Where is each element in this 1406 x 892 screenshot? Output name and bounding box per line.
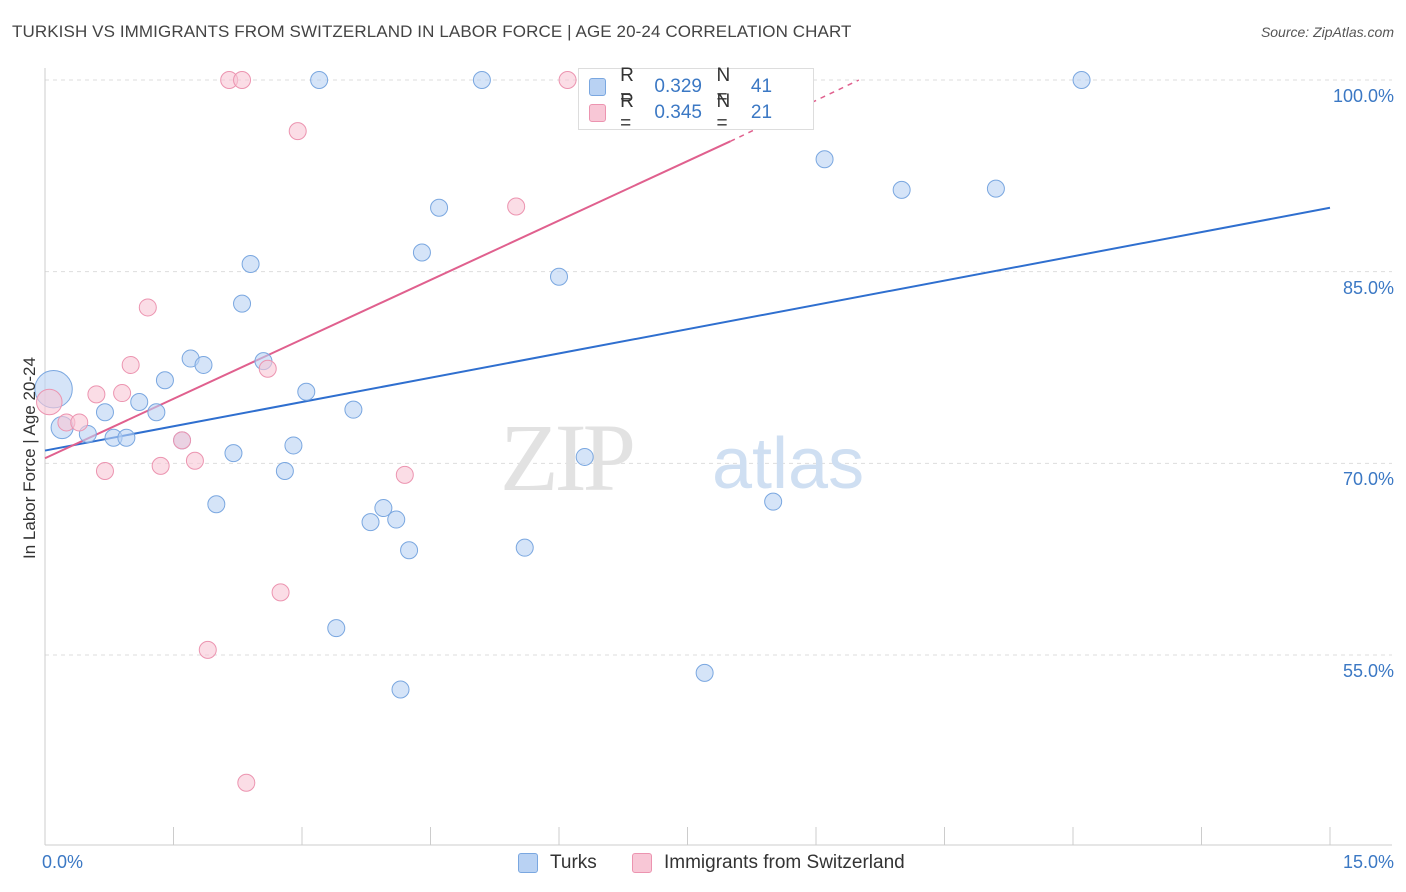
swiss-point (237, 773, 256, 792)
swiss-point (233, 71, 252, 89)
n-label: N = (716, 65, 731, 108)
legend-row-turks: R = 0.329 N = 41 (589, 65, 813, 108)
watermark-zip: ZIP (500, 404, 633, 511)
legend-label-turks: Turks (550, 852, 597, 873)
swiss-point (113, 384, 132, 403)
r-label: R = (620, 91, 634, 134)
swiss-point (271, 583, 290, 602)
y-tick-label: 85.0% (1342, 277, 1394, 298)
y-tick-label: 100.0% (1332, 86, 1394, 106)
swiss-point (507, 197, 526, 216)
turks-point (550, 267, 568, 286)
legend-item-turks[interactable]: Turks (518, 852, 597, 874)
swiss-point (258, 359, 277, 378)
n-value: 41 (750, 76, 773, 97)
turks-point (575, 447, 594, 466)
turks-point (344, 400, 363, 419)
x-tick-label-min: 0.0% (42, 852, 84, 872)
turks-point (400, 541, 419, 560)
turks-point (430, 198, 449, 217)
turks-point (695, 663, 714, 682)
swiss-point (121, 355, 140, 374)
r-value: 0.345 (654, 102, 702, 123)
watermark: ZIP atlas (500, 404, 864, 511)
turks-point (224, 444, 243, 463)
axes (44, 68, 1392, 846)
swiss-point (87, 385, 106, 404)
swiss-point (70, 413, 89, 432)
x-tick-label-max: 15.0% (1342, 852, 1394, 872)
turks-point (207, 495, 226, 514)
turks-point (147, 403, 166, 422)
turks-point (1072, 71, 1091, 89)
swiss-point (173, 431, 192, 450)
turks-point (310, 71, 329, 89)
chart-title: TURKISH VS IMMIGRANTS FROM SWITZERLAND I… (12, 22, 852, 41)
turks-point (275, 462, 294, 480)
turks-point (986, 179, 1005, 198)
turks-swatch (589, 78, 607, 96)
y-tick-label: 70.0% (1342, 469, 1394, 490)
swiss-point (151, 456, 170, 475)
turks-point (472, 71, 491, 89)
n-label: N = (716, 91, 731, 134)
turks-point (387, 510, 406, 529)
y-axis-label: In Labor Force | Age 20-24 (20, 357, 39, 559)
stats-legend: R = 0.329 N = 41 R = 0.345 N = 21 (578, 65, 814, 134)
turks-point (117, 428, 136, 447)
swiss-point (185, 451, 204, 470)
trend-lines (44, 79, 1331, 460)
turks-point (374, 499, 393, 518)
y-tick-label: 55.0% (1342, 661, 1394, 681)
swiss-point (558, 71, 577, 89)
swiss-point (198, 640, 217, 659)
swiss-point (95, 462, 114, 480)
data-points (34, 71, 1091, 792)
turks-point (233, 294, 252, 313)
turks-point (361, 513, 380, 532)
r-label: R = (620, 65, 634, 108)
turks-point (95, 403, 114, 422)
turks-point (241, 255, 260, 273)
series-legend: Turks Immigrants from Switzerland (0, 852, 1406, 878)
legend-label-swiss: Immigrants from Switzerland (664, 852, 905, 873)
turks-point (130, 393, 149, 411)
grid-lines (45, 79, 1392, 656)
swiss-point (138, 298, 157, 317)
trend-line-turks (44, 206, 1331, 452)
turks-point (815, 150, 834, 169)
swiss-swatch (589, 104, 607, 122)
turks-point (194, 355, 213, 374)
r-value: 0.329 (654, 76, 702, 97)
legend-row-swiss: R = 0.345 N = 21 (589, 91, 813, 134)
turks-point (515, 538, 534, 557)
turks-point (155, 371, 174, 390)
turks-point (297, 382, 316, 401)
turks-point (412, 243, 431, 262)
turks-swatch (518, 853, 538, 873)
n-value: 21 (750, 102, 773, 123)
turks-point (327, 619, 346, 638)
turks-point (391, 680, 410, 699)
swiss-swatch (632, 853, 652, 873)
swiss-point (395, 465, 414, 484)
watermark-atlas: atlas (712, 424, 864, 504)
turks-point (764, 492, 783, 511)
legend-item-swiss[interactable]: Immigrants from Switzerland (632, 852, 905, 874)
turks-point (284, 436, 303, 455)
source-label: Source: ZipAtlas.com (1260, 24, 1394, 40)
turks-point (892, 180, 911, 199)
swiss-point (36, 388, 63, 416)
swiss-point (288, 122, 307, 141)
